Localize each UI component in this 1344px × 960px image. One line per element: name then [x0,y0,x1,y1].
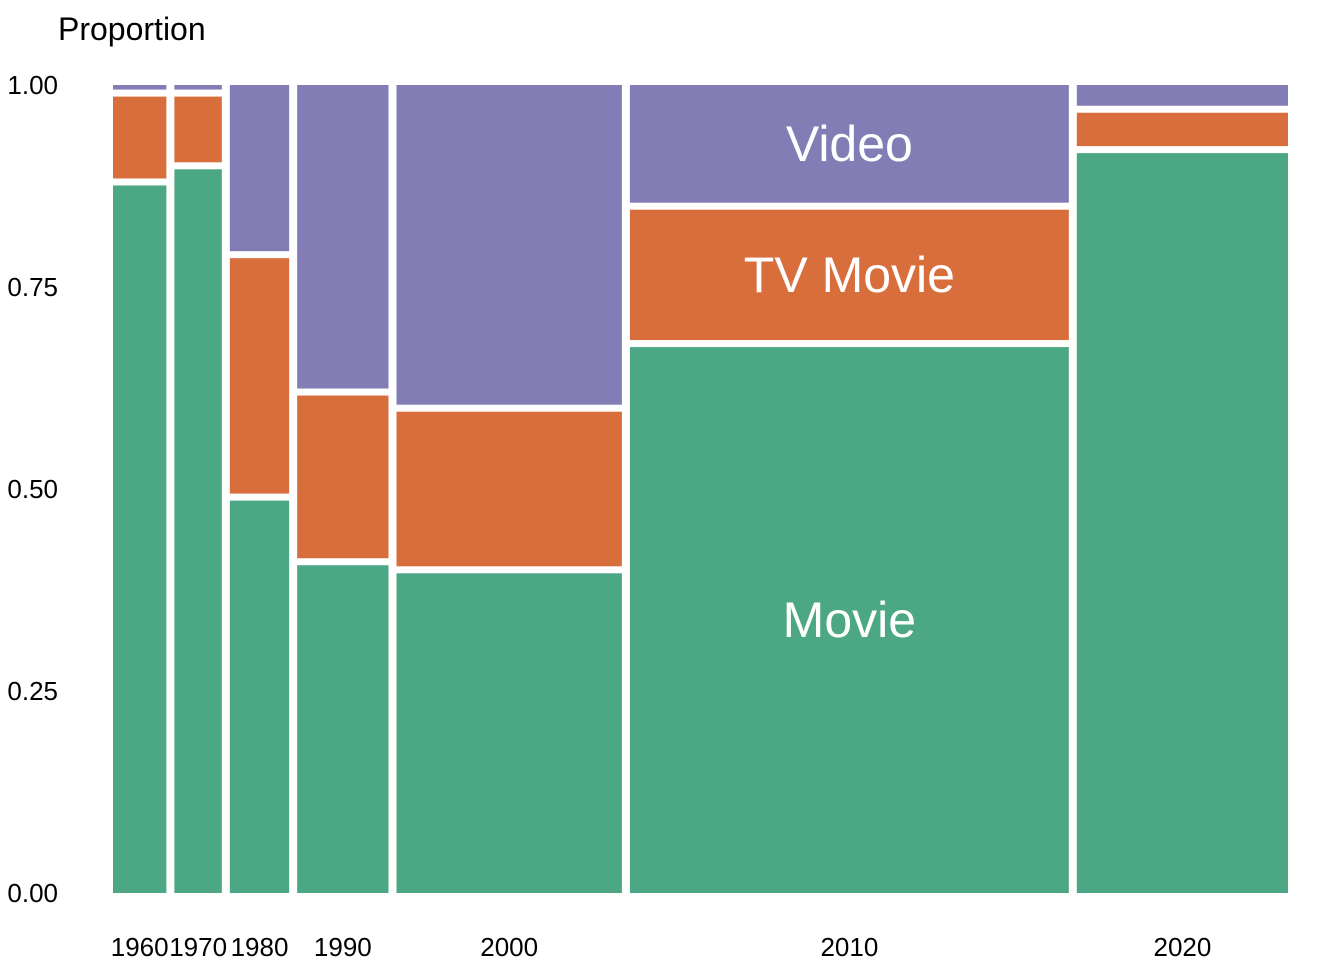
bar-segment-tv-movie-1960 [113,96,167,179]
x-tick-label-1970: 1970 [169,932,227,960]
y-tick-label: 0.00 [7,878,58,908]
y-axis-title: Proportion [58,11,206,47]
bar-segment-movie-2020 [1076,153,1288,893]
bar-segment-video-1970 [174,85,222,90]
bar-segment-movie-1980 [229,500,290,893]
bar-segment-video-1960 [113,85,167,90]
bar-segment-tv-movie-1970 [174,96,222,163]
x-tick-label-1980: 1980 [231,932,289,960]
y-tick-label: 1.00 [7,70,58,100]
y-tick-label: 0.25 [7,676,58,706]
bar-segment-video-1980 [229,85,290,252]
bar-segment-movie-1990 [297,565,389,893]
y-tick-label: 0.50 [7,474,58,504]
bar-segment-video-2020 [1076,85,1288,106]
x-tick-label-2020: 2020 [1153,932,1211,960]
x-axis: 1960 1970 1980 1990 2000 2010 2020 [111,932,1212,960]
x-tick-label-1960: 1960 [111,932,169,960]
segment-label-video: Video [786,116,913,172]
x-tick-label-2000: 2000 [480,932,538,960]
bars-layer [113,85,1288,894]
bar-segment-tv-movie-1990 [297,395,389,559]
x-tick-label-1990: 1990 [314,932,372,960]
segment-label-tv-movie: TV Movie [744,247,955,303]
bar-segment-video-2010 [629,85,1069,203]
bar-segment-movie-2010 [629,347,1069,893]
bar-segment-video-2000 [396,85,622,405]
y-axis: 0.00 0.25 0.50 0.75 1.00 [7,70,58,908]
bar-segment-tv-movie-2010 [629,209,1069,341]
bar-segment-tv-movie-1980 [229,258,290,494]
segment-label-movie: Movie [783,592,916,648]
segment-labels: Movie TV Movie Video [744,116,955,648]
bar-segment-movie-2000 [396,573,622,893]
bar-segment-tv-movie-2000 [396,411,622,567]
bar-segment-movie-1960 [113,185,167,893]
bar-segment-movie-1970 [174,169,222,894]
y-tick-label: 0.75 [7,272,58,302]
bar-segment-video-1990 [297,85,389,389]
x-tick-label-2010: 2010 [820,932,878,960]
bar-segment-tv-movie-2020 [1076,112,1288,147]
